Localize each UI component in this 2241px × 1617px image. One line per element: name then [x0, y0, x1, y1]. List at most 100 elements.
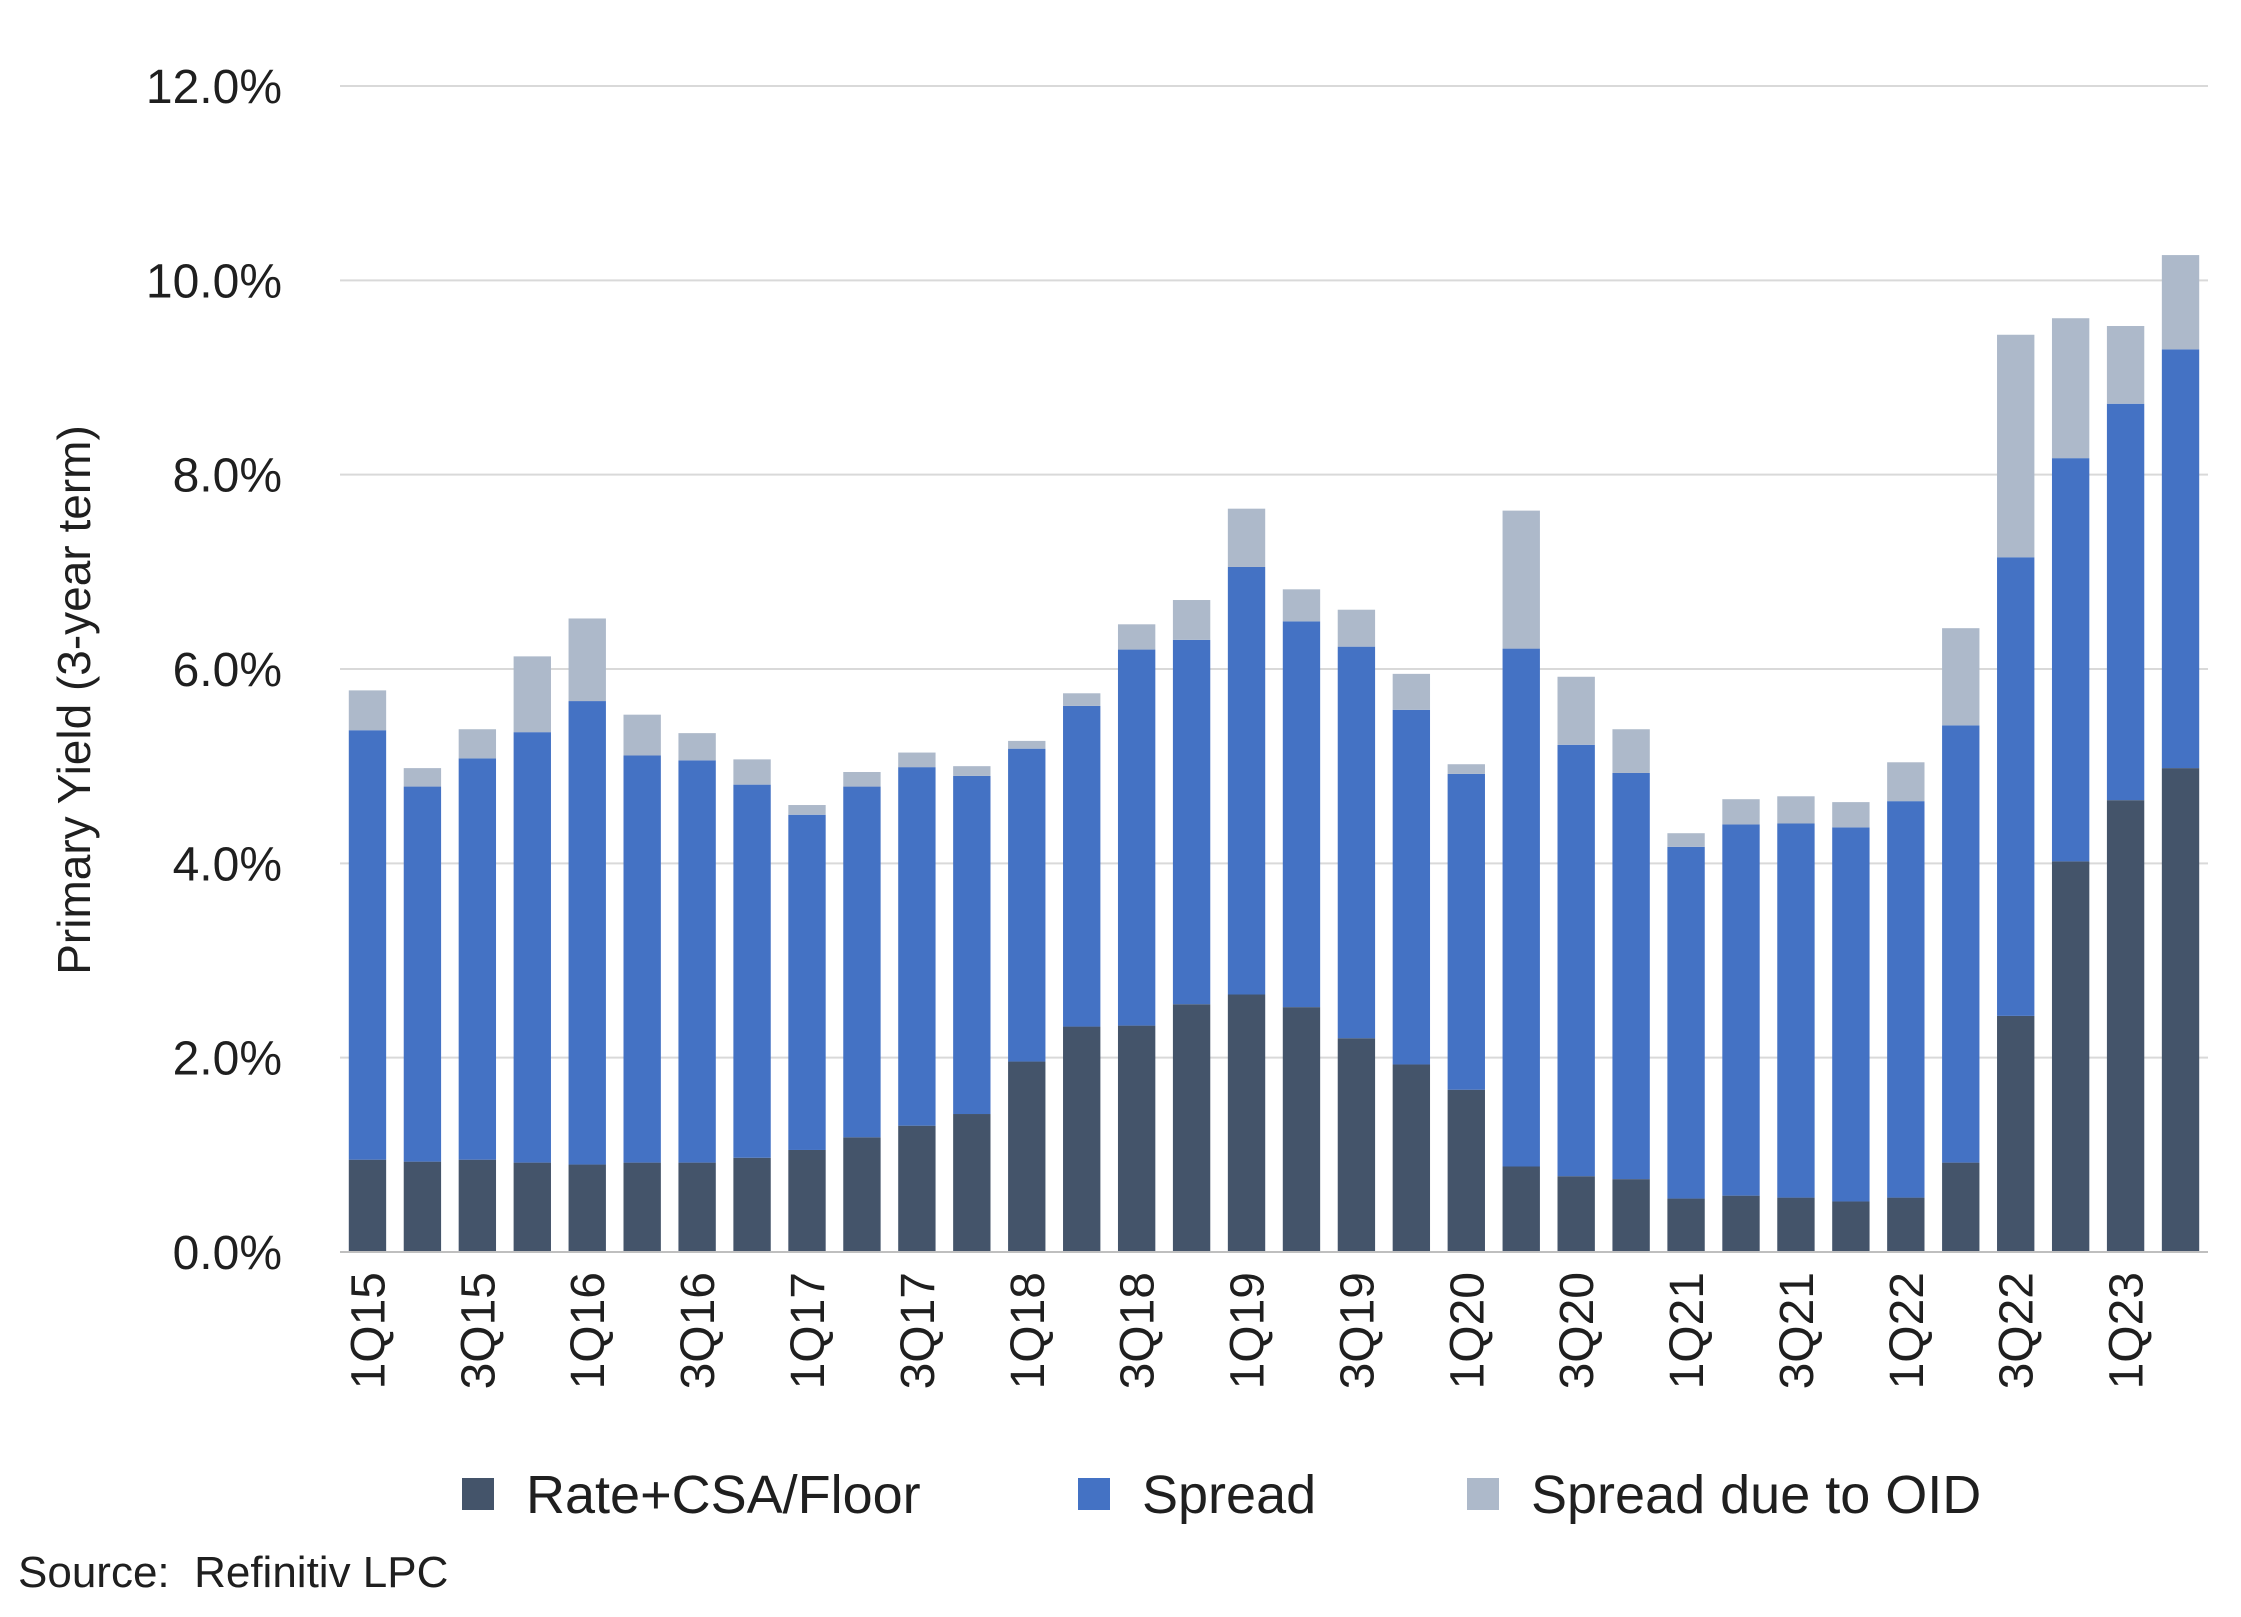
bar-segment — [1447, 764, 1485, 774]
bar-segment — [1063, 705, 1101, 1027]
y-axis-label: Primary Yield (3-year term) — [48, 425, 100, 975]
bar-segment — [458, 1159, 497, 1252]
bar-segment — [2106, 403, 2145, 801]
bar-segment — [2161, 768, 2200, 1252]
bar-segment — [1997, 334, 2035, 558]
bar-segment — [1997, 1015, 2035, 1252]
bar-segment — [1777, 823, 1815, 1198]
y-tick-label: 12.0% — [146, 61, 282, 114]
bar-segment — [513, 732, 551, 1163]
bar-segment — [733, 1157, 771, 1252]
bar-segment — [568, 618, 606, 702]
bar-segment — [1667, 833, 1705, 847]
x-tick-label: 3Q21 — [1771, 1272, 1824, 1389]
bars — [348, 255, 2200, 1253]
x-tick-label: 1Q19 — [1222, 1272, 1275, 1389]
x-tick-label: 1Q21 — [1661, 1272, 1714, 1389]
bar-segment — [403, 1161, 442, 1252]
bar-segment — [788, 814, 826, 1150]
x-tick-label: 3Q20 — [1551, 1272, 1604, 1389]
bar-segment — [1063, 693, 1101, 706]
x-tick-label: 1Q20 — [1441, 1272, 1494, 1389]
bar-segment — [1942, 1162, 1980, 1252]
bar-segment — [348, 730, 387, 1160]
bar-segment — [458, 729, 497, 759]
x-tick-label: 1Q16 — [562, 1272, 615, 1389]
bar-segment — [1502, 510, 1540, 649]
bar-segment — [898, 752, 936, 768]
bar-segment — [788, 805, 826, 815]
y-tick-label: 10.0% — [146, 255, 282, 308]
bar-segment — [568, 1164, 606, 1252]
x-tick-label: 3Q17 — [892, 1272, 945, 1389]
bar-segment — [1172, 600, 1211, 640]
bar-segment — [1942, 725, 1980, 1163]
bar-segment — [348, 1159, 387, 1252]
bar-segment — [1008, 1061, 1046, 1252]
y-tick-label: 4.0% — [173, 838, 282, 891]
bar-segment — [1227, 994, 1266, 1252]
bar-segment — [733, 759, 771, 785]
bar-segment — [1722, 1195, 1760, 1252]
bar-segment — [843, 772, 881, 787]
legend-swatch — [1078, 1478, 1110, 1510]
bar-segment — [1117, 624, 1156, 650]
x-tick-label: 1Q15 — [342, 1272, 395, 1389]
y-tick-label: 2.0% — [173, 1033, 282, 1086]
x-tick-label: 1Q23 — [2101, 1272, 2154, 1389]
bar-segment — [1777, 796, 1815, 824]
bar-segment — [1008, 748, 1046, 1062]
bar-segment — [1722, 799, 1760, 825]
bar-segment — [678, 760, 716, 1163]
x-axis-ticks: 1Q15 3Q15 1Q16 3Q16 1Q17 3Q17 1Q18 3Q18 1Q19 3Q19… — [342, 1272, 2153, 1389]
bar-segment — [2161, 349, 2200, 769]
x-tick-label: 1Q17 — [782, 1272, 835, 1389]
bar-segment — [1392, 709, 1431, 1065]
bar-segment — [458, 758, 497, 1160]
bar-segment — [788, 1149, 826, 1252]
bar-segment — [348, 690, 387, 731]
legend-swatch — [462, 1478, 494, 1510]
bar-segment — [1557, 1176, 1595, 1252]
bar-segment — [623, 755, 661, 1163]
bar-segment — [1337, 1038, 1376, 1252]
y-tick-label: 6.0% — [173, 644, 282, 697]
bar-segment — [1502, 1166, 1540, 1252]
bar-segment — [1172, 1004, 1211, 1252]
bar-segment — [1557, 676, 1595, 745]
x-tick-label: 1Q18 — [1002, 1272, 1055, 1389]
bar-segment — [1667, 846, 1705, 1199]
bar-segment — [1227, 508, 1266, 567]
legend: Rate+CSA/Floor Spread Spread due to OID — [462, 1465, 1981, 1525]
bar-segment — [403, 786, 442, 1162]
bar-segment — [1942, 628, 1980, 726]
y-axis-ticks: 0.0% 2.0% 4.0% 6.0% 8.0% 10.0% 12.0% — [146, 61, 282, 1280]
bar-segment — [1282, 589, 1321, 622]
x-tick-label: 1Q22 — [1881, 1272, 1934, 1389]
bar-segment — [843, 1137, 881, 1252]
x-tick-label: 3Q16 — [672, 1272, 725, 1389]
bar-segment — [1612, 772, 1650, 1180]
y-tick-label: 8.0% — [173, 450, 282, 503]
bar-segment — [1117, 649, 1156, 1026]
bar-segment — [1172, 639, 1211, 1005]
bar-segment — [843, 786, 881, 1138]
x-tick-label: 3Q15 — [452, 1272, 505, 1389]
legend-label: Spread — [1142, 1465, 1316, 1525]
bar-segment — [1887, 1197, 1925, 1252]
bar-segment — [1667, 1198, 1705, 1252]
bar-segment — [403, 768, 442, 787]
x-tick-label: 3Q22 — [1991, 1272, 2044, 1389]
y-tick-label: 0.0% — [173, 1227, 282, 1280]
bar-segment — [1337, 609, 1376, 647]
legend-label: Rate+CSA/Floor — [526, 1465, 921, 1525]
bar-segment — [1117, 1025, 1156, 1252]
bar-segment — [1887, 762, 1925, 802]
bar-segment — [623, 1162, 661, 1252]
gridlines — [340, 85, 2208, 1059]
bar-segment — [1063, 1026, 1101, 1252]
bar-segment — [1832, 1201, 1870, 1252]
source-note: Source: Refinitiv LPC — [18, 1548, 449, 1597]
bar-segment — [2051, 458, 2090, 862]
